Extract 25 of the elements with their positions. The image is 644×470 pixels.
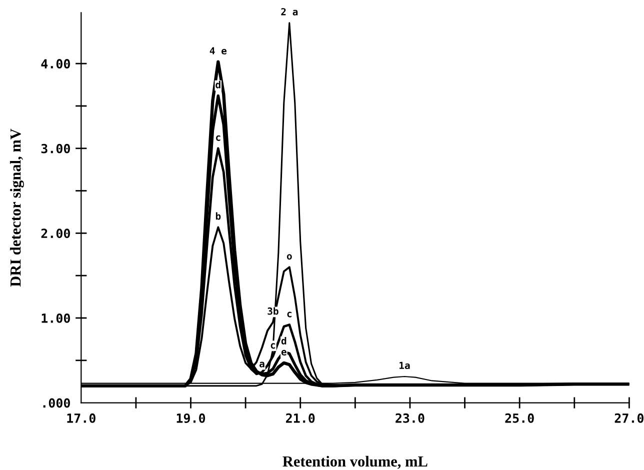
y-axis-title: DRI detector signal, mV	[10, 128, 24, 287]
annotation: c	[216, 135, 220, 141]
y-tick-label: 3.00	[41, 144, 70, 154]
x-tick-label: 27.0	[614, 413, 644, 423]
annotation: 3b	[268, 307, 278, 315]
annotation: c	[270, 343, 276, 349]
x-axis-title: Retention volume, mL	[282, 456, 428, 469]
x-tick-label: 17.0	[67, 413, 96, 423]
annotation: d	[216, 80, 220, 88]
annotation: c	[287, 312, 292, 318]
y-tick-label: 2.00	[41, 228, 70, 238]
annotation: d	[281, 336, 286, 344]
annotation: 4 e	[210, 47, 227, 54]
x-tick-label: 19.0	[176, 413, 206, 423]
y-tick-label: .000	[43, 398, 70, 408]
annotation: 1a	[400, 362, 410, 370]
annotation: a	[260, 362, 264, 368]
y-tick-label: 1.00	[42, 313, 70, 323]
x-tick-label: 21.0	[286, 413, 315, 423]
annotation: b	[216, 212, 221, 220]
y-tick-label: 4.00	[41, 59, 70, 68]
x-tick-label: 25.0	[505, 413, 534, 423]
annotation: 2 a	[281, 8, 298, 16]
x-tick-label: 23.0	[396, 413, 424, 423]
annotation: o	[286, 254, 292, 260]
